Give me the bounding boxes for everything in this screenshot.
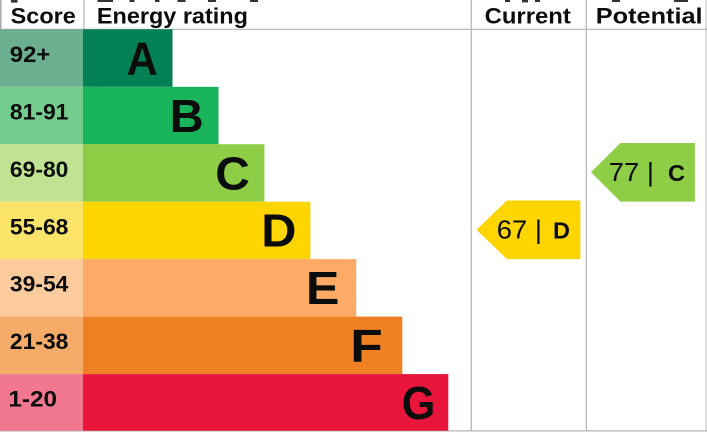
svg-text:F: F [350,320,383,372]
svg-text:D: D [553,218,570,244]
svg-text:1-20: 1-20 [8,387,57,412]
svg-text:C: C [215,147,250,199]
svg-text:Current: Current [485,3,572,28]
svg-text:21-38: 21-38 [10,329,69,354]
svg-text:Energy rating: Energy rating [97,3,248,28]
svg-text:67 |: 67 | [497,215,542,245]
svg-text:81-91: 81-91 [10,99,69,124]
svg-text:92+: 92+ [10,42,50,67]
svg-text:Potential: Potential [596,3,703,28]
svg-text:D: D [261,205,296,257]
svg-text:39-54: 39-54 [10,272,69,297]
svg-text:A: A [127,32,158,84]
svg-text:55-68: 55-68 [10,214,69,239]
svg-text:69-80: 69-80 [10,157,69,182]
svg-text:G: G [402,377,436,429]
svg-text:B: B [170,90,204,142]
svg-text:E: E [306,262,340,314]
svg-text:77 |: 77 | [609,157,654,187]
svg-text:C: C [668,160,685,186]
svg-text:Score: Score [11,3,76,28]
